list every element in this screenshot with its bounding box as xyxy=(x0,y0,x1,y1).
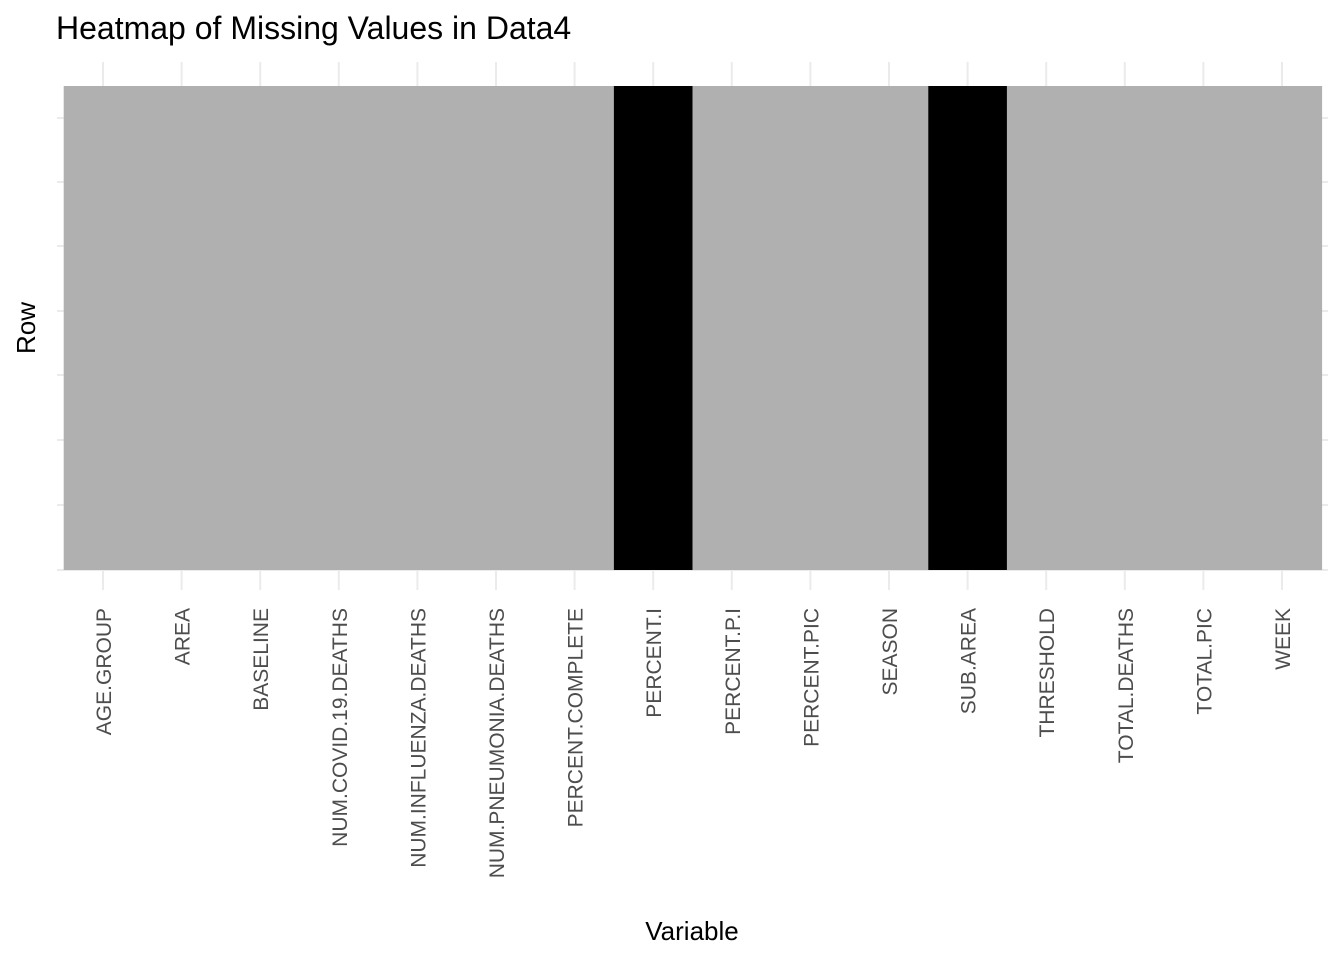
heatmap-tile-baseline xyxy=(220,86,301,570)
x-tick-label: BASELINE xyxy=(250,608,273,711)
heatmap-tile-area xyxy=(142,86,222,570)
heatmap-tile-num-pneumonia-deaths xyxy=(456,86,537,570)
heatmap-tile-num-covid-19-deaths xyxy=(299,86,379,570)
x-tick-labels: AGE.GROUP AREA BASELINE NUM.COVID.19.DEATHS… xyxy=(93,608,1295,878)
heatmap-tiles xyxy=(63,86,1323,570)
heatmap-tile-sub-area xyxy=(928,86,1008,570)
heatmap-tile-percent-i xyxy=(613,86,694,570)
x-tick-label: AREA xyxy=(172,608,195,665)
heatmap-tile-season xyxy=(849,86,930,570)
x-tick-label: PERCENT.P.I xyxy=(722,608,745,735)
heatmap-tile-num-influenza-deaths xyxy=(378,86,458,570)
heatmap-tile-percent-p-i xyxy=(692,86,772,570)
heatmap-tile-percent-complete xyxy=(535,86,615,570)
x-tick-label: WEEK xyxy=(1272,608,1295,670)
heatmap-tile-total-pic xyxy=(1164,86,1244,570)
x-tick-label: NUM.INFLUENZA.DEATHS xyxy=(407,608,430,868)
chart-title: Heatmap of Missing Values in Data4 xyxy=(56,10,571,46)
heatmap-tile-total-deaths xyxy=(1085,86,1165,570)
heatmap-tile-threshold xyxy=(1006,86,1087,570)
x-tick-label: NUM.COVID.19.DEATHS xyxy=(329,608,352,847)
x-tick-label: PERCENT.I xyxy=(643,608,666,718)
x-tick-label: SEASON xyxy=(879,608,902,696)
heatmap-tile-age-group xyxy=(63,86,144,570)
x-tick-label: NUM.PNEUMONIA.DEATHS xyxy=(486,608,509,878)
heatmap-tile-week xyxy=(1242,86,1323,570)
x-tick-label: THRESHOLD xyxy=(1036,608,1059,738)
x-tick-label: SUB.AREA xyxy=(958,608,981,714)
x-tick-label: PERCENT.PIC xyxy=(800,608,823,747)
x-tick-label: PERCENT.COMPLETE xyxy=(565,608,588,827)
heatmap-tile-percent-pic xyxy=(771,86,851,570)
x-tick-label: TOTAL.PIC xyxy=(1193,608,1216,715)
x-tick-label: AGE.GROUP xyxy=(93,608,116,735)
y-axis-title: Row xyxy=(11,302,41,354)
x-tick-label: TOTAL.DEATHS xyxy=(1115,608,1138,763)
x-axis-title: Variable xyxy=(645,916,738,946)
